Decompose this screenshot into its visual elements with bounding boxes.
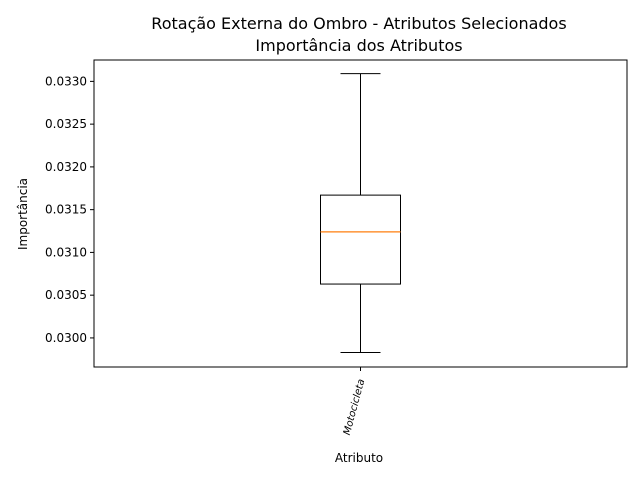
x-axis-label: Atributo: [335, 451, 383, 465]
x-axis-ticks: Motocicleta: [342, 367, 368, 436]
chart-title: Rotação Externa do Ombro - Atributos Sel…: [151, 14, 566, 33]
y-axis-ticks: 0.0300 0.0305 0.0310 0.0315 0.0320 0.0325 0.03…: [45, 74, 94, 345]
box-plot-series: [320, 73, 401, 353]
iqr-box: [320, 194, 401, 285]
y-tick-label: 0.0325: [45, 117, 87, 131]
y-axis-label: Importância: [16, 178, 30, 250]
x-tick-label: Motocicleta: [342, 378, 368, 436]
y-tick-label: 0.0315: [45, 203, 87, 217]
chart-subtitle: Importância dos Atributos: [255, 36, 462, 55]
y-tick-label: 0.0300: [45, 331, 87, 345]
y-tick-label: 0.0310: [45, 245, 87, 259]
y-tick-label: 0.0320: [45, 160, 87, 174]
y-tick-label: 0.0305: [45, 288, 87, 302]
y-tick-label: 0.0330: [45, 74, 87, 88]
